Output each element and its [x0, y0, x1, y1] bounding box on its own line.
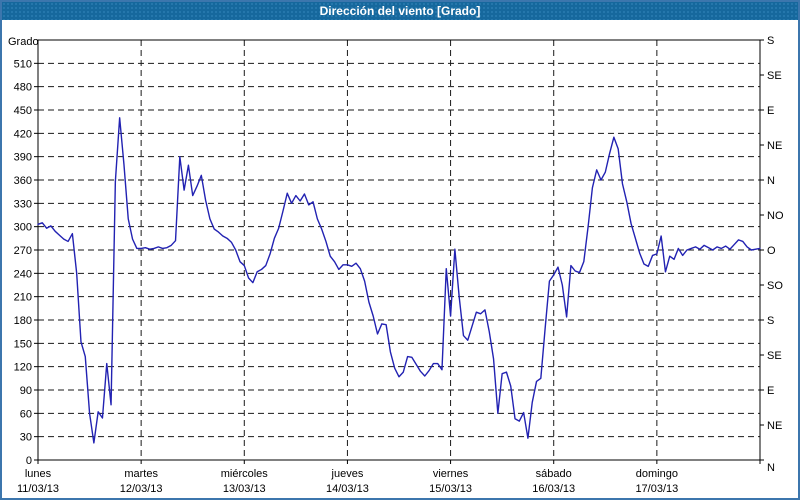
window-title: Dirección del viento [Grado] — [319, 4, 481, 18]
y-left-tick-label: 210 — [14, 292, 32, 304]
y-right-tick-label: S — [767, 315, 774, 327]
y-left-tick-label: 300 — [14, 222, 32, 234]
x-day-label: domingo — [636, 468, 678, 480]
y-left-tick-label: 450 — [14, 105, 32, 117]
wind-direction-line — [37, 117, 761, 444]
y-left-tick-label: 390 — [14, 152, 32, 164]
y-left-tick-label: 510 — [14, 58, 32, 70]
y-left-tick-label: 150 — [14, 338, 32, 350]
y-left-tick-label: 90 — [20, 385, 32, 397]
wind-direction-chart: 0 30 60 90 120 150 180 210 240 270 300 330 360 390 420… — [2, 20, 798, 498]
y-right-tick-label: E — [767, 385, 774, 397]
x-date-label: 17/03/13 — [635, 483, 678, 495]
y-left-tick-label: 330 — [14, 198, 32, 210]
y-axis-title: Grado — [8, 36, 39, 48]
x-day-label: martes — [124, 468, 158, 480]
x-date-label: 13/03/13 — [223, 483, 266, 495]
y-left-tick-label: 30 — [20, 432, 32, 444]
x-date-label: 16/03/13 — [532, 483, 575, 495]
y-right-corner-label: N — [767, 462, 775, 474]
y-right-tick-label: SO — [767, 280, 783, 292]
y-right-tick-label: NO — [767, 210, 784, 222]
x-day-label: lunes — [25, 468, 52, 480]
y-right-tick-label: S — [767, 35, 774, 47]
y-right-tick-label: NE — [767, 420, 782, 432]
y-right-tick-label: SE — [767, 350, 782, 362]
x-date-label: 15/03/13 — [429, 483, 472, 495]
y-left-tick-label: 360 — [14, 175, 32, 187]
y-right-tick-label: E — [767, 105, 774, 117]
y-right-tick-label: N — [767, 175, 775, 187]
y-left-tick-label: 420 — [14, 128, 32, 140]
x-day-label: jueves — [331, 468, 364, 480]
y-left-tick-label: 240 — [14, 268, 32, 280]
y-left-tick-label: 480 — [14, 82, 32, 94]
x-day-label: viernes — [433, 468, 469, 480]
x-day-label: sábado — [536, 468, 572, 480]
y-left-tick-label: 120 — [14, 362, 32, 374]
x-date-label: 14/03/13 — [326, 483, 369, 495]
y-left-tick-label: 270 — [14, 245, 32, 257]
y-right-tick-label: SE — [767, 70, 782, 82]
y-left-tick-label: 0 — [26, 455, 32, 467]
x-date-label: 12/03/13 — [120, 483, 163, 495]
y-right-tick-label: O — [767, 245, 776, 257]
y-right-tick-label: NE — [767, 140, 782, 152]
window-titlebar: Dirección del viento [Grado] — [2, 2, 798, 20]
y-left-tick-label: 60 — [20, 408, 32, 420]
x-day-label: miércoles — [221, 468, 269, 480]
y-left-tick-label: 180 — [14, 315, 32, 327]
x-date-label: 11/03/13 — [17, 483, 59, 495]
